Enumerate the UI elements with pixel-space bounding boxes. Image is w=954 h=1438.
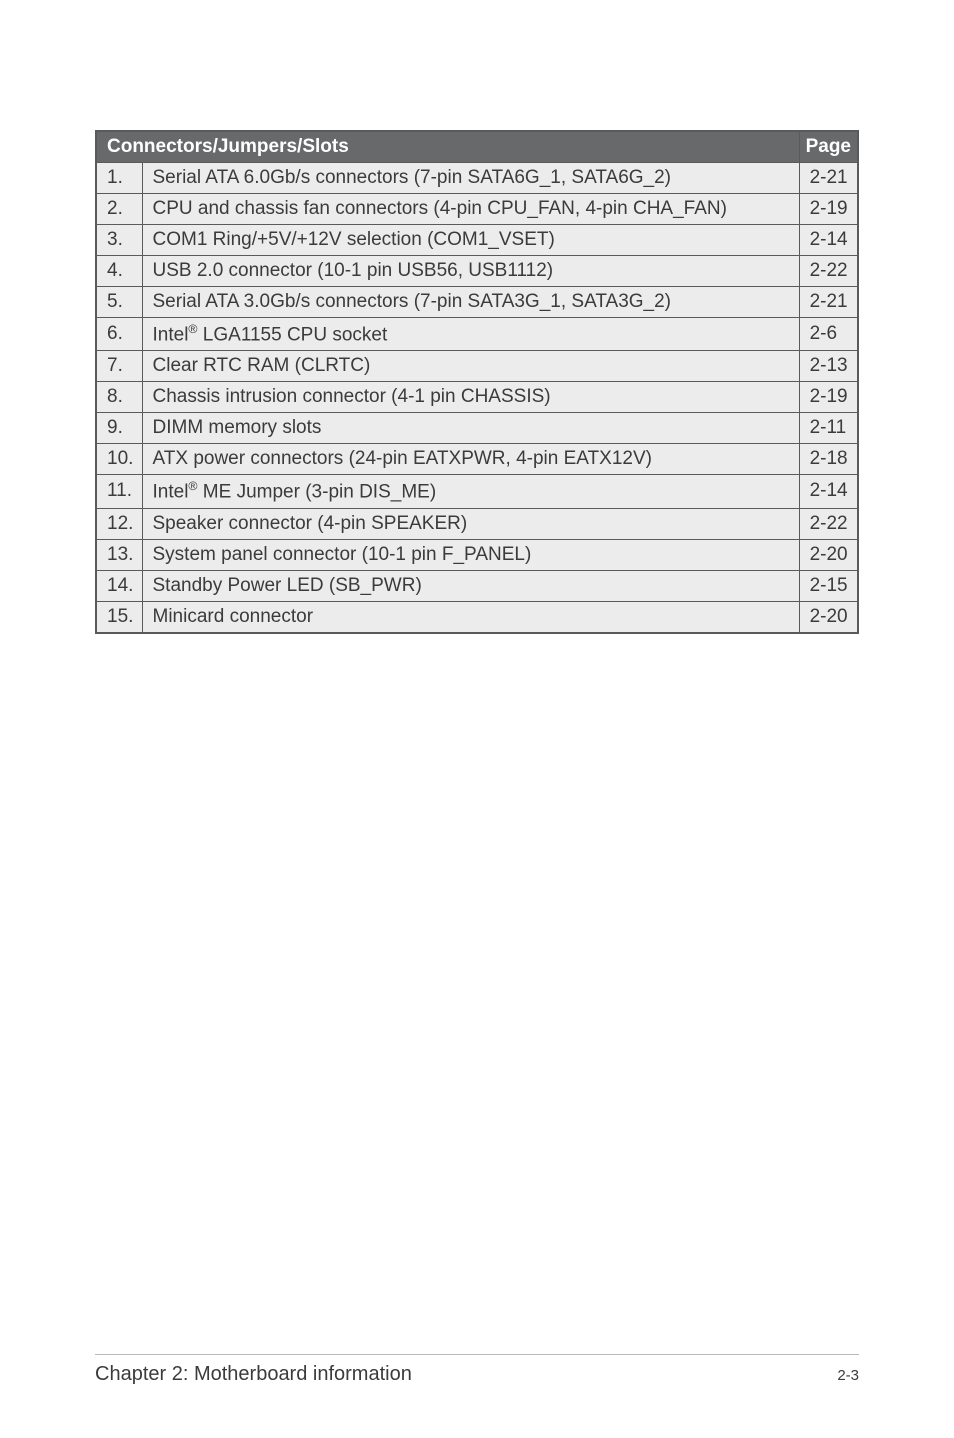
row-description: Intel® LGA1155 CPU socket bbox=[142, 318, 799, 351]
row-description: Speaker connector (4-pin SPEAKER) bbox=[142, 508, 799, 539]
table-row: 12.Speaker connector (4-pin SPEAKER)2-22 bbox=[96, 508, 858, 539]
table-row: 2.CPU and chassis fan connectors (4-pin … bbox=[96, 194, 858, 225]
row-number: 2. bbox=[96, 194, 142, 225]
footer-chapter-title: Chapter 2: Motherboard information bbox=[95, 1363, 412, 1386]
table-row: 15.Minicard connector2-20 bbox=[96, 601, 858, 633]
row-number: 1. bbox=[96, 163, 142, 194]
connectors-table: Connectors/Jumpers/Slots Page 1.Serial A… bbox=[95, 130, 859, 634]
row-page: 2-21 bbox=[799, 163, 858, 194]
row-page: 2-6 bbox=[799, 318, 858, 351]
row-number: 6. bbox=[96, 318, 142, 351]
row-number: 11. bbox=[96, 475, 142, 508]
table-row: 14.Standby Power LED (SB_PWR)2-15 bbox=[96, 570, 858, 601]
row-page: 2-13 bbox=[799, 351, 858, 382]
row-number: 14. bbox=[96, 570, 142, 601]
row-page: 2-18 bbox=[799, 444, 858, 475]
footer-page-number: 2-3 bbox=[837, 1367, 859, 1384]
row-number: 3. bbox=[96, 225, 142, 256]
table-header-row: Connectors/Jumpers/Slots Page bbox=[96, 131, 858, 163]
row-page: 2-14 bbox=[799, 475, 858, 508]
row-page: 2-21 bbox=[799, 287, 858, 318]
table-row: 13.System panel connector (10-1 pin F_PA… bbox=[96, 539, 858, 570]
row-description: Serial ATA 6.0Gb/s connectors (7-pin SAT… bbox=[142, 163, 799, 194]
row-number: 13. bbox=[96, 539, 142, 570]
row-description: ATX power connectors (24-pin EATXPWR, 4-… bbox=[142, 444, 799, 475]
row-page: 2-19 bbox=[799, 382, 858, 413]
row-number: 5. bbox=[96, 287, 142, 318]
registered-mark: ® bbox=[188, 479, 197, 493]
table-row: 1.Serial ATA 6.0Gb/s connectors (7-pin S… bbox=[96, 163, 858, 194]
header-title: Connectors/Jumpers/Slots bbox=[96, 131, 799, 163]
table-row: 9.DIMM memory slots2-11 bbox=[96, 413, 858, 444]
row-description: Standby Power LED (SB_PWR) bbox=[142, 570, 799, 601]
table-body: 1.Serial ATA 6.0Gb/s connectors (7-pin S… bbox=[96, 163, 858, 633]
row-description: USB 2.0 connector (10-1 pin USB56, USB11… bbox=[142, 256, 799, 287]
row-page: 2-22 bbox=[799, 256, 858, 287]
row-number: 12. bbox=[96, 508, 142, 539]
row-page: 2-19 bbox=[799, 194, 858, 225]
table-row: 5.Serial ATA 3.0Gb/s connectors (7-pin S… bbox=[96, 287, 858, 318]
table-row: 11.Intel® ME Jumper (3-pin DIS_ME)2-14 bbox=[96, 475, 858, 508]
row-description: Clear RTC RAM (CLRTC) bbox=[142, 351, 799, 382]
row-page: 2-11 bbox=[799, 413, 858, 444]
page-container: Connectors/Jumpers/Slots Page 1.Serial A… bbox=[0, 0, 954, 1438]
row-description: System panel connector (10-1 pin F_PANEL… bbox=[142, 539, 799, 570]
row-number: 8. bbox=[96, 382, 142, 413]
row-number: 4. bbox=[96, 256, 142, 287]
header-page-label: Page bbox=[799, 131, 858, 163]
row-number: 15. bbox=[96, 601, 142, 633]
registered-mark: ® bbox=[188, 322, 197, 336]
page-footer: Chapter 2: Motherboard information 2-3 bbox=[95, 1354, 859, 1386]
table-row: 6.Intel® LGA1155 CPU socket2-6 bbox=[96, 318, 858, 351]
row-description: Minicard connector bbox=[142, 601, 799, 633]
table-row: 3.COM1 Ring/+5V/+12V selection (COM1_VSE… bbox=[96, 225, 858, 256]
row-number: 7. bbox=[96, 351, 142, 382]
table-row: 7.Clear RTC RAM (CLRTC)2-13 bbox=[96, 351, 858, 382]
table-row: 4.USB 2.0 connector (10-1 pin USB56, USB… bbox=[96, 256, 858, 287]
row-page: 2-15 bbox=[799, 570, 858, 601]
row-description: COM1 Ring/+5V/+12V selection (COM1_VSET) bbox=[142, 225, 799, 256]
row-number: 10. bbox=[96, 444, 142, 475]
table-row: 8.Chassis intrusion connector (4-1 pin C… bbox=[96, 382, 858, 413]
row-page: 2-22 bbox=[799, 508, 858, 539]
row-description: DIMM memory slots bbox=[142, 413, 799, 444]
row-description: Serial ATA 3.0Gb/s connectors (7-pin SAT… bbox=[142, 287, 799, 318]
row-description: Intel® ME Jumper (3-pin DIS_ME) bbox=[142, 475, 799, 508]
row-description: CPU and chassis fan connectors (4-pin CP… bbox=[142, 194, 799, 225]
row-page: 2-20 bbox=[799, 539, 858, 570]
row-page: 2-20 bbox=[799, 601, 858, 633]
row-description: Chassis intrusion connector (4-1 pin CHA… bbox=[142, 382, 799, 413]
row-number: 9. bbox=[96, 413, 142, 444]
table-row: 10.ATX power connectors (24-pin EATXPWR,… bbox=[96, 444, 858, 475]
row-page: 2-14 bbox=[799, 225, 858, 256]
